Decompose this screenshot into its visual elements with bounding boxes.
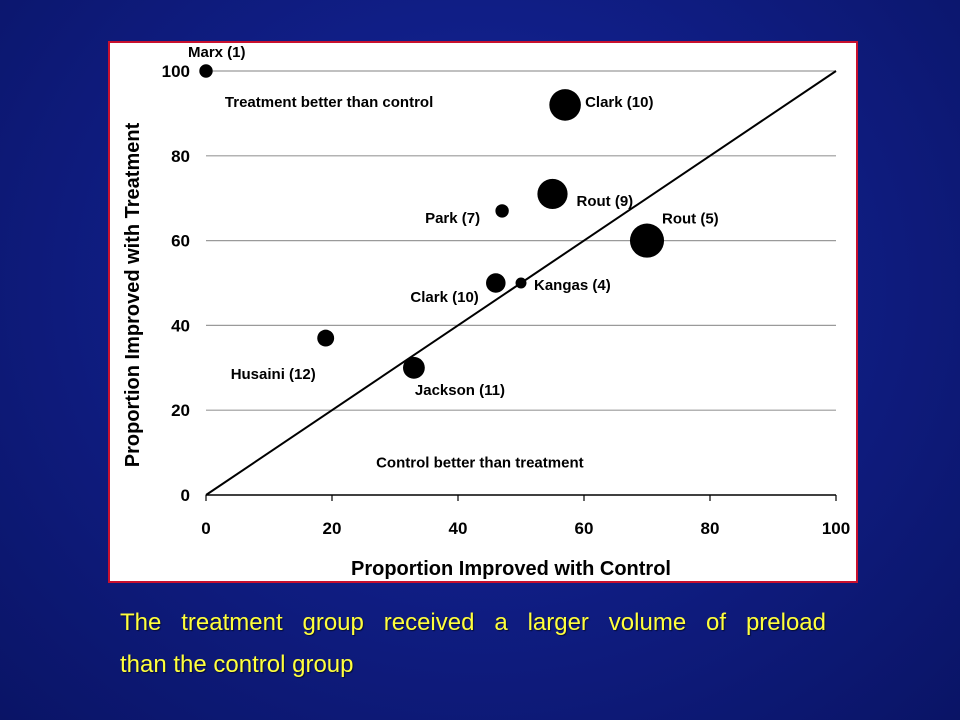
data-point [515,277,527,289]
grid-lines [206,70,836,411]
data-points [199,64,665,379]
data-point [537,178,568,210]
data-point [199,64,213,78]
point-labels: Marx (1) Clark (10) Rout (9) Park (7) Rout (… [188,44,719,399]
region-label-upper: Treatment better than control [225,94,433,111]
x-tick-label-0: 0 [201,519,210,538]
y-tick-label-100: 100 [162,62,190,81]
x-axis-label: Proportion Improved with Control [351,558,671,580]
point-label: Clark (10) [410,289,478,306]
x-tick-label-20: 20 [323,519,342,538]
caption-line-1: The treatment group received a larger vo… [120,609,826,636]
data-point [549,89,581,121]
data-point [317,329,335,347]
y-tick-labels: 0 20 40 60 80 100 [162,62,190,505]
point-label: Rout (9) [577,193,634,210]
slide-caption: The treatment group received a larger vo… [120,602,826,686]
x-tick-label-80: 80 [701,519,720,538]
data-point [495,204,509,218]
region-label-lower: Control better than treatment [376,454,584,471]
y-tick-label-40: 40 [171,316,190,335]
x-tick-label-60: 60 [575,519,594,538]
point-label: Jackson (11) [415,382,505,399]
x-tick-labels: 0 20 40 60 80 100 [201,495,850,538]
point-label: Marx (1) [188,44,246,61]
y-tick-label-0: 0 [181,486,190,505]
data-point [629,223,665,258]
data-point [486,273,506,293]
y-tick-label-20: 20 [171,401,190,420]
caption-line-2: than the control group [120,651,354,678]
y-axis-label: Proportion Improved with Treatment [122,122,144,467]
point-label: Kangas (4) [534,277,611,294]
scatter-chart: 0 20 40 60 80 100 0 20 40 60 80 100 Treatment bett… [122,44,850,580]
x-tick-label-100: 100 [822,519,850,538]
data-point [403,356,425,379]
point-label: Rout (5) [662,211,719,228]
point-label: Park (7) [425,210,480,227]
chart-frame: 0 20 40 60 80 100 0 20 40 60 80 100 Treatment bett… [108,41,858,583]
point-label: Husaini (12) [231,366,316,383]
y-tick-label-60: 60 [171,232,190,251]
x-tick-label-40: 40 [449,519,468,538]
y-tick-label-80: 80 [171,147,190,166]
point-label: Clark (10) [585,94,653,111]
